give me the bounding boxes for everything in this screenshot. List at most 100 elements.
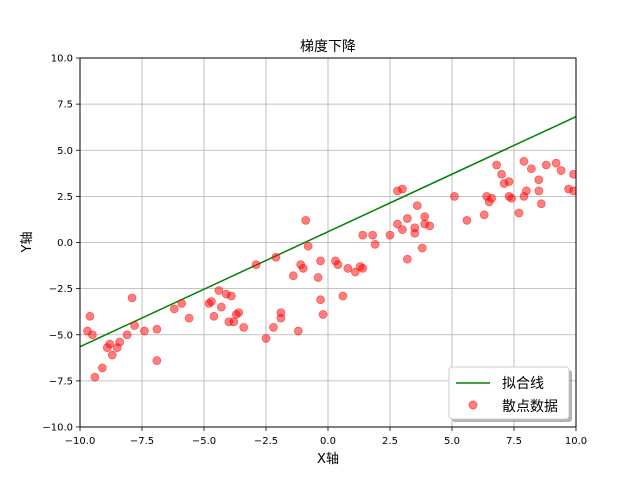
y-tick-label: −7.5 <box>49 376 73 387</box>
scatter-point <box>316 295 325 305</box>
scatter-point <box>492 160 502 170</box>
scatter-point <box>541 160 551 170</box>
scatter-point <box>358 230 368 240</box>
legend-marker-swatch <box>468 400 478 410</box>
scatter-point <box>313 273 323 282</box>
scatter-point <box>97 363 107 373</box>
x-tick-label: 10.0 <box>565 436 587 447</box>
scatter-point <box>397 225 407 234</box>
scatter-point <box>556 166 566 175</box>
y-tick-label: 7.5 <box>57 100 73 111</box>
scatter-point <box>551 158 561 168</box>
scatter-point <box>226 291 236 301</box>
scatter-point <box>122 330 132 340</box>
axis-ticks: −10.0 −7.5 −5.0 −2.5 0.0 2.5 5.0 7.5 10.0 −10.0 −7… <box>42 54 587 448</box>
scatter-point <box>412 201 422 211</box>
scatter-point <box>402 254 412 264</box>
x-tick-label: −10.0 <box>65 436 96 447</box>
plot-area <box>80 115 576 382</box>
scatter-point <box>417 243 427 253</box>
legend-label-scatter: 散点数据 <box>502 399 558 415</box>
scatter-point <box>177 298 187 308</box>
scatter-point <box>140 326 149 336</box>
scatter-point <box>234 308 244 318</box>
scatter-point <box>88 330 97 340</box>
scatter-point <box>107 350 117 360</box>
y-tick-label: −2.5 <box>49 284 73 295</box>
scatter-point <box>271 252 281 262</box>
scatter-point <box>169 304 179 314</box>
scatter-point <box>397 184 407 194</box>
scatter-point <box>487 193 497 203</box>
chart-title: 梯度下降 <box>300 39 356 55</box>
scatter-point <box>269 322 278 332</box>
y-tick-label: −10.0 <box>42 423 73 434</box>
scatter-point <box>462 215 472 225</box>
scatter-point <box>207 297 216 306</box>
scatter-point <box>239 322 249 332</box>
x-tick-label: 2.5 <box>382 436 398 447</box>
scatter-point <box>288 271 298 281</box>
scatter-point <box>569 186 576 196</box>
scatter-point <box>420 212 430 222</box>
x-tick-label: −5.0 <box>192 436 216 447</box>
x-tick-label: 5.0 <box>444 436 460 447</box>
x-tick-label: −7.5 <box>130 436 154 447</box>
scatter-point <box>534 186 544 196</box>
plot-data <box>80 115 576 382</box>
scatter-point <box>497 169 507 179</box>
scatter-point <box>229 317 239 327</box>
scatter-point <box>534 175 544 185</box>
y-tick-label: 10.0 <box>51 54 73 65</box>
scatter-point <box>504 177 514 187</box>
scatter-point <box>184 313 194 323</box>
y-tick-label: 0.0 <box>57 238 73 249</box>
scatter-point <box>90 372 100 382</box>
scatter-point <box>209 311 219 321</box>
scatter-point <box>115 337 125 347</box>
scatter-point <box>333 260 343 270</box>
scatter-point <box>85 311 95 321</box>
scatter-point <box>105 339 115 349</box>
scatter-point <box>393 219 402 229</box>
scatter-point <box>402 214 412 223</box>
fit-line <box>80 115 576 348</box>
x-tick-label: 7.5 <box>506 436 522 447</box>
scatter-point <box>536 199 546 209</box>
y-axis-label: Y轴 <box>20 232 35 254</box>
scatter-point <box>358 263 368 273</box>
scatter-point <box>410 223 420 233</box>
scatter-point <box>298 263 308 273</box>
legend: 拟合线 散点数据 <box>448 366 572 422</box>
scatter-point <box>214 286 224 295</box>
legend-box <box>448 366 570 420</box>
scatter-point <box>507 193 516 203</box>
x-tick-label: −2.5 <box>254 436 278 447</box>
scatter-point <box>152 356 162 365</box>
scatter-point <box>338 291 348 301</box>
scatter-point <box>479 210 489 220</box>
y-tick-label: 5.0 <box>57 146 73 157</box>
x-tick-label: 0.0 <box>320 436 336 447</box>
x-axis-label: X轴 <box>317 452 339 467</box>
scatter-point <box>316 256 325 266</box>
legend-label-fit-line: 拟合线 <box>502 376 544 392</box>
scatter-point <box>251 260 261 270</box>
scatter-point <box>318 310 328 319</box>
scatter-point <box>343 263 353 273</box>
scatter-point <box>216 302 226 312</box>
scatter-point <box>368 230 378 240</box>
scatter-point <box>261 334 271 343</box>
scatter-point <box>301 215 311 225</box>
scatter-point <box>514 208 524 218</box>
scatter-point <box>130 321 139 330</box>
scatter-point <box>425 221 435 231</box>
scatter-point <box>526 164 536 174</box>
scatter-point <box>152 324 162 334</box>
scatter-point <box>519 156 529 166</box>
scatter-point <box>276 308 286 318</box>
scatter-point <box>385 230 395 240</box>
scatter-point <box>303 241 313 251</box>
scatter-point <box>522 186 531 196</box>
